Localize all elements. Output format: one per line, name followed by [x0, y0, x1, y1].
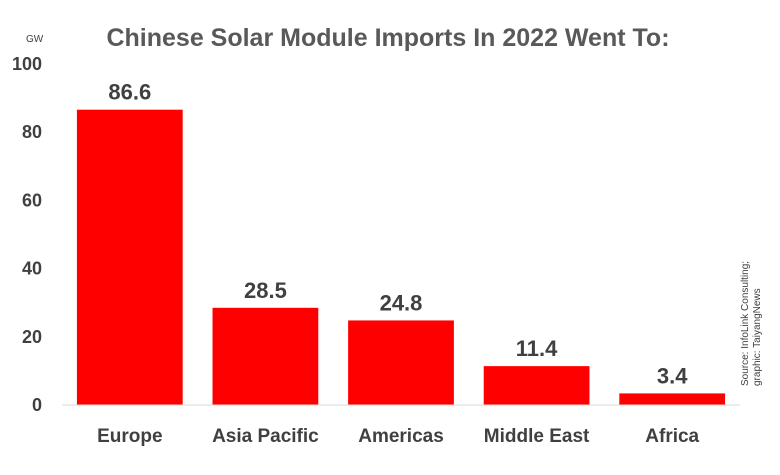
- y-tick-label: 80: [22, 122, 42, 142]
- bar: [483, 366, 590, 405]
- bar: [76, 109, 183, 405]
- y-tick-label: 20: [22, 327, 42, 347]
- data-label: 28.5: [244, 278, 287, 303]
- data-label: 3.4: [657, 363, 688, 388]
- x-tick-label: Middle East: [484, 426, 590, 447]
- source-line-2: graphic: TaiyangNews: [752, 288, 763, 386]
- y-unit-label: GW: [26, 34, 44, 45]
- bar: [619, 393, 726, 405]
- data-label: 86.6: [108, 80, 151, 105]
- y-axis-ticks: 0 20 40 60 80 100: [12, 54, 42, 415]
- data-label: 24.8: [380, 290, 423, 315]
- x-tick-label: Africa: [645, 426, 699, 447]
- source-note: Source: InfoLink Consulting; graphic: Ta…: [740, 261, 763, 386]
- bar: [212, 307, 319, 405]
- y-tick-label: 60: [22, 190, 42, 210]
- y-tick-label: 100: [12, 54, 42, 74]
- data-labels: 86.6 28.5 24.8 11.4 3.4: [108, 80, 688, 389]
- x-tick-label: Americas: [358, 426, 444, 447]
- bars: [76, 109, 726, 405]
- data-label: 11.4: [516, 336, 558, 361]
- bar: [348, 320, 454, 405]
- source-line-1: Source: InfoLink Consulting;: [740, 261, 751, 386]
- x-tick-label: Europe: [97, 426, 162, 447]
- y-tick-label: 40: [22, 259, 42, 279]
- x-axis-labels: Europe Asia Pacific Americas Middle East Afr…: [97, 426, 699, 447]
- y-tick-label: 0: [32, 395, 42, 415]
- x-tick-label: Asia Pacific: [212, 426, 319, 447]
- chart-title: Chinese Solar Module Imports In 2022 Wen…: [106, 24, 669, 52]
